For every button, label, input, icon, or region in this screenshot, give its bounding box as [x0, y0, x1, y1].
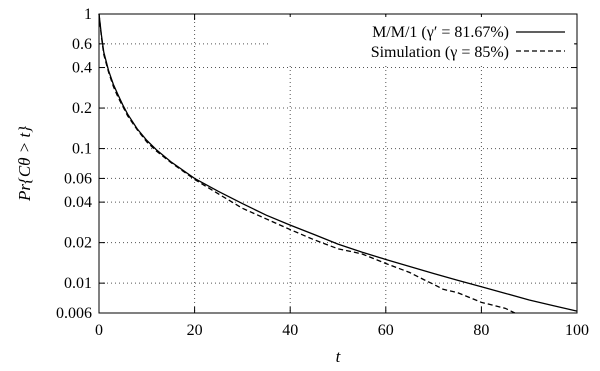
series-line-simulation — [98, 13, 516, 314]
legend-entry-mm1: M/M/1 (γ′ = 81.67%) — [372, 24, 509, 41]
series — [98, 13, 578, 314]
legend: M/M/1 (γ′ = 81.67%) Simulation (γ = 85%) — [268, 17, 574, 65]
y-tick-label: 0.06 — [64, 170, 92, 187]
x-tick-label: 80 — [473, 322, 489, 339]
plot-frame — [98, 13, 578, 314]
x-tick-label: 100 — [565, 322, 589, 339]
y-tick-label: 0.04 — [64, 194, 92, 211]
x-tick-label: 40 — [282, 322, 298, 339]
series-line-mm1 — [98, 13, 578, 312]
x-tick-label: 60 — [378, 322, 394, 339]
x-tick-label: 20 — [187, 322, 203, 339]
y-tick-label: 0.1 — [72, 141, 92, 158]
y-tick-label: 1 — [84, 6, 92, 23]
y-tick-label: 0.006 — [56, 305, 92, 322]
axis-ticks: 0 20 40 60 80 100 1 0.6 0.4 0.2 0.1 0.06 0.04 0.02 0.0… — [56, 6, 589, 339]
y-axis-label: Pr{Cθ > t} — [15, 126, 34, 202]
legend-entry-simulation: Simulation (γ = 85%) — [371, 44, 509, 61]
legend-background — [268, 17, 574, 65]
y-tick-label: 0.2 — [72, 100, 92, 117]
x-axis-label: t — [336, 347, 342, 366]
x-tick-label: 0 — [95, 322, 103, 339]
y-tick-label: 0.6 — [72, 36, 92, 53]
y-tick-label: 0.01 — [64, 275, 92, 292]
y-tick-label: 0.4 — [72, 60, 92, 77]
y-tick-label: 0.02 — [64, 235, 92, 252]
